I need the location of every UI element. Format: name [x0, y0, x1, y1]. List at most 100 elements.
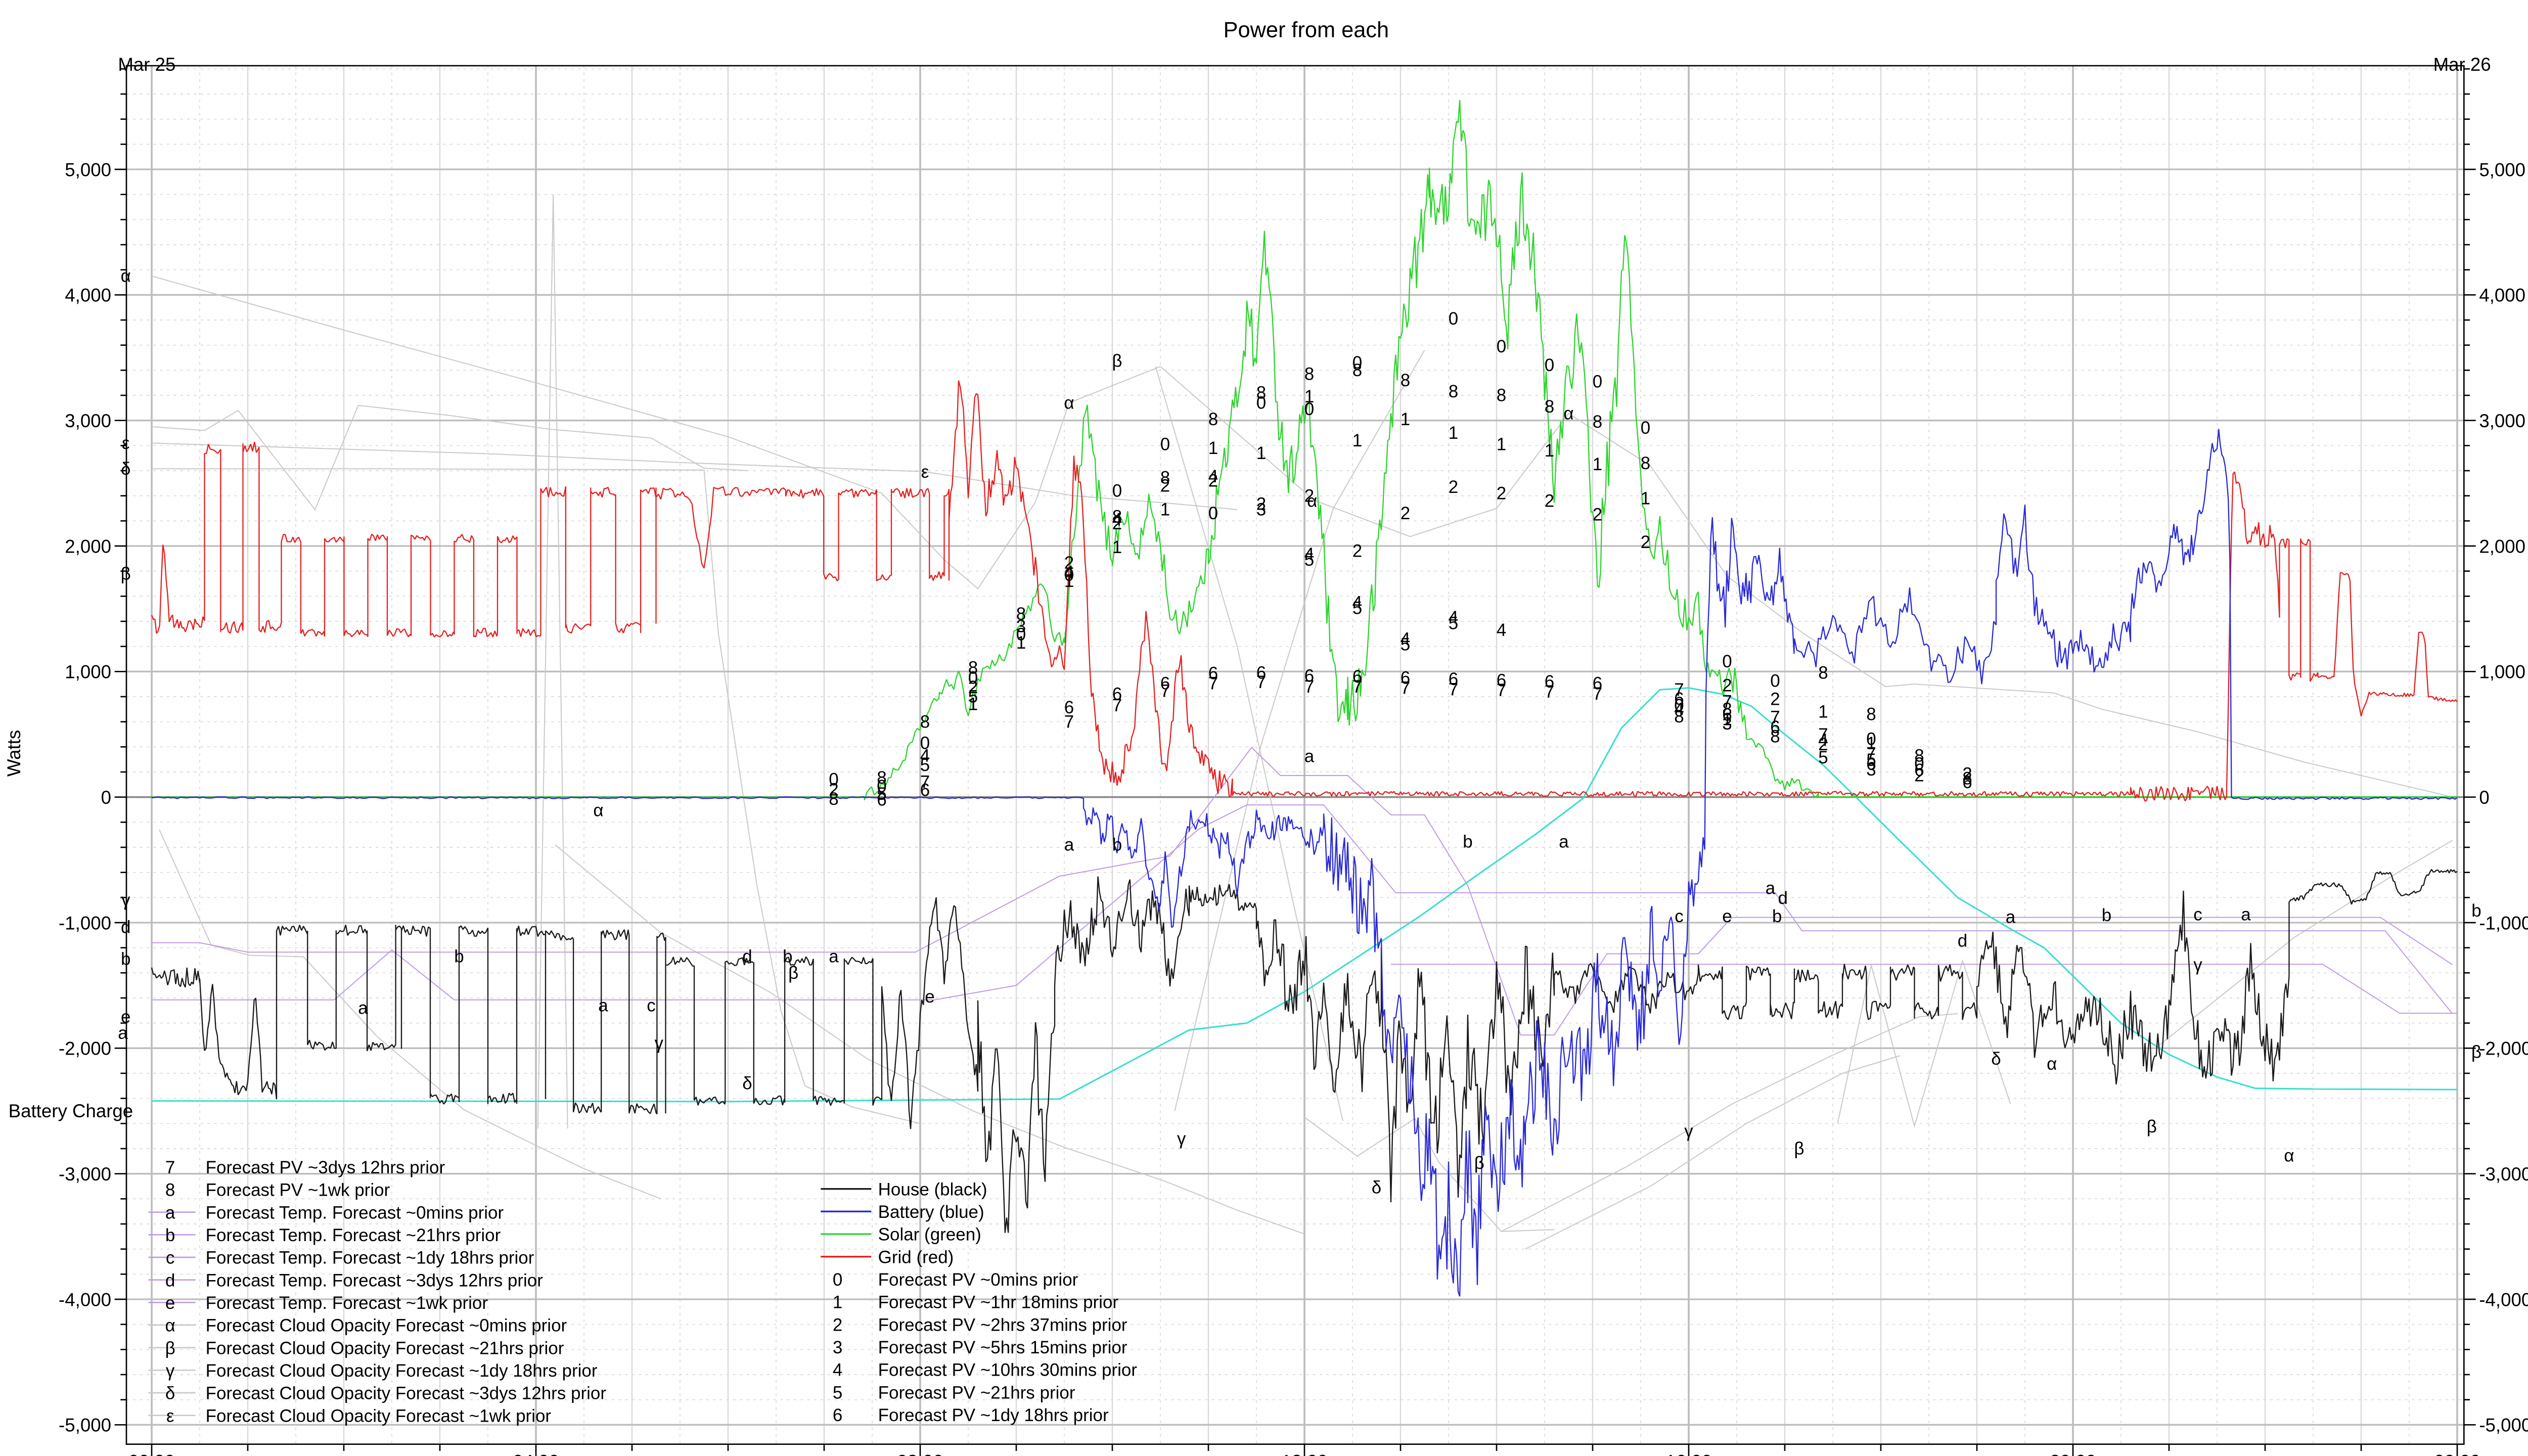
forecast-glyph: 7	[1770, 708, 1780, 727]
forecast-glyph: 2	[968, 677, 978, 697]
forecast-glyph: 7	[1722, 692, 1732, 712]
forecast-glyph: 5	[1304, 550, 1314, 570]
forecast-glyph: 7	[1674, 680, 1684, 700]
forecast-glyph: 6	[1352, 667, 1362, 687]
forecast-glyph: 1	[1208, 438, 1218, 458]
forecast-cloud-line	[2159, 840, 2453, 1045]
forecast-glyph: e	[925, 987, 934, 1007]
forecast-glyph: β	[1474, 1153, 1484, 1173]
forecast-glyph: 2	[1304, 486, 1314, 506]
forecast-glyph: a	[1559, 832, 1569, 851]
forecast-glyph: 1	[1497, 435, 1506, 454]
forecast-glyph: 8	[1674, 707, 1684, 726]
legend-glyph: c	[166, 1248, 175, 1268]
forecast-glyph: 8	[1304, 364, 1314, 384]
forecast-glyph: 6	[920, 781, 930, 800]
forecast-cloud-line	[1501, 1013, 1958, 1232]
forecast-glyph: 0	[1449, 309, 1458, 329]
forecast-glyph: 7	[1497, 680, 1506, 700]
forecast-glyph: 6	[1112, 685, 1122, 704]
legend-item-series: Solar (green)	[821, 1225, 981, 1245]
forecast-glyph: a	[598, 996, 608, 1016]
x-tick-label: 00:00	[128, 1451, 175, 1456]
legend-item-pv-6: 6 Forecast PV ~1dy 18hrs prior	[833, 1405, 1109, 1425]
forecast-cloud-line	[151, 468, 921, 1124]
forecast-glyph: α	[593, 800, 603, 820]
forecast-glyph: β	[1112, 351, 1122, 371]
forecast-glyph: 0	[1770, 671, 1780, 691]
forecast-glyph: 0	[1722, 652, 1732, 671]
forecast-glyph: 6	[1914, 760, 1924, 780]
forecast-glyph: δ	[1991, 1049, 2001, 1069]
y-tick-label-left: -1,000	[59, 913, 111, 933]
legend-label: Forecast Cloud Opacity Forecast ~1wk pri…	[206, 1406, 552, 1426]
legend-glyph: γ	[166, 1361, 175, 1381]
forecast-cloud-line	[151, 404, 748, 511]
forecast-cloud-line	[537, 194, 568, 1129]
forecast-cloud-line	[151, 442, 1238, 510]
legend-glyph: 0	[833, 1270, 842, 1290]
forecast-glyph: γ	[1684, 1121, 1693, 1141]
legend-glyph: a	[165, 1203, 175, 1222]
y-tick-label-right: 4,000	[2479, 285, 2525, 306]
forecast-glyph: β	[788, 963, 798, 983]
forecast-cloud-line	[1174, 350, 1425, 1111]
forecast-glyph: 0	[1112, 481, 1122, 500]
y-axis-title-left: Watts	[4, 730, 24, 777]
forecast-cloud-line	[159, 829, 661, 1200]
forecast-glyph: d	[1778, 888, 1787, 908]
forecast-glyph: 1	[1449, 423, 1458, 443]
forecast-glyph: 2	[1722, 675, 1732, 695]
x-tick-label: 04:00	[513, 1451, 559, 1456]
forecast-glyph: 5	[877, 784, 886, 804]
forecast-glyph: 8	[877, 768, 886, 788]
forecast-glyph: 8	[1256, 383, 1266, 403]
forecast-glyph: 4	[1352, 593, 1362, 612]
forecast-glyph: d	[1958, 931, 1967, 951]
forecast-glyph: 0	[1160, 435, 1170, 454]
forecast-glyph: 5	[968, 687, 978, 707]
forecast-glyph: d	[742, 947, 752, 967]
forecast-glyph: 8	[1722, 699, 1732, 719]
forecast-glyph: b	[1463, 832, 1472, 851]
forecast-glyph: 2	[1818, 735, 1828, 754]
forecast-glyph: 0	[1593, 372, 1602, 391]
forecast-glyph: 7	[1352, 677, 1362, 697]
forecast-glyph: 4	[1449, 608, 1458, 627]
forecast-glyph: 7	[1256, 672, 1266, 692]
y-tick-label-right: 5,000	[2479, 159, 2525, 180]
forecast-glyph: 4	[920, 746, 930, 765]
forecast-glyph: 7	[1304, 677, 1314, 697]
legend-glyph: β	[165, 1338, 175, 1358]
forecast-glyph: 8	[1497, 386, 1506, 405]
legend-glyph: b	[165, 1225, 175, 1245]
forecast-glyph: a	[358, 998, 368, 1018]
legend-item-b: b Forecast Temp. Forecast ~21hrs prior	[148, 1225, 501, 1245]
forecast-glyph: 6	[1256, 663, 1266, 682]
forecast-glyph: 6	[1770, 717, 1780, 737]
legend-item-α: α Forecast Cloud Opacity Forecast ~0mins …	[148, 1316, 567, 1336]
forecast-glyph: b	[2102, 905, 2111, 925]
series-grid	[151, 380, 2458, 802]
x-tick-label: 08:00	[897, 1451, 943, 1456]
legend-label: Forecast Temp. Forecast ~21hrs prior	[206, 1225, 501, 1245]
forecast-glyph: 7	[1866, 744, 1876, 764]
forecast-glyph: 6	[1401, 668, 1410, 688]
forecast-glyph: 4	[1818, 730, 1828, 750]
series-house	[151, 869, 2458, 1233]
forecast-glyph: 2	[1449, 477, 1458, 497]
legend-label: Forecast Temp. Forecast ~1wk prior	[206, 1293, 488, 1313]
forecast-glyph: c	[1675, 906, 1684, 926]
forecast-glyph: 2	[1112, 514, 1122, 533]
legend-glyph: 1	[833, 1293, 842, 1312]
forecast-glyph: 0	[1064, 565, 1074, 585]
forecast-glyph: 5	[1401, 635, 1410, 655]
legend-item-a: a Forecast Temp. Forecast ~0mins prior	[148, 1203, 504, 1222]
legend-item-pv-2: 2 Forecast PV ~2hrs 37mins prior	[833, 1315, 1127, 1335]
forecast-glyph: 8	[829, 789, 838, 809]
forecast-glyph: 8	[1593, 412, 1602, 432]
forecast-glyph: c	[2193, 905, 2202, 925]
forecast-glyph: a	[829, 947, 839, 967]
